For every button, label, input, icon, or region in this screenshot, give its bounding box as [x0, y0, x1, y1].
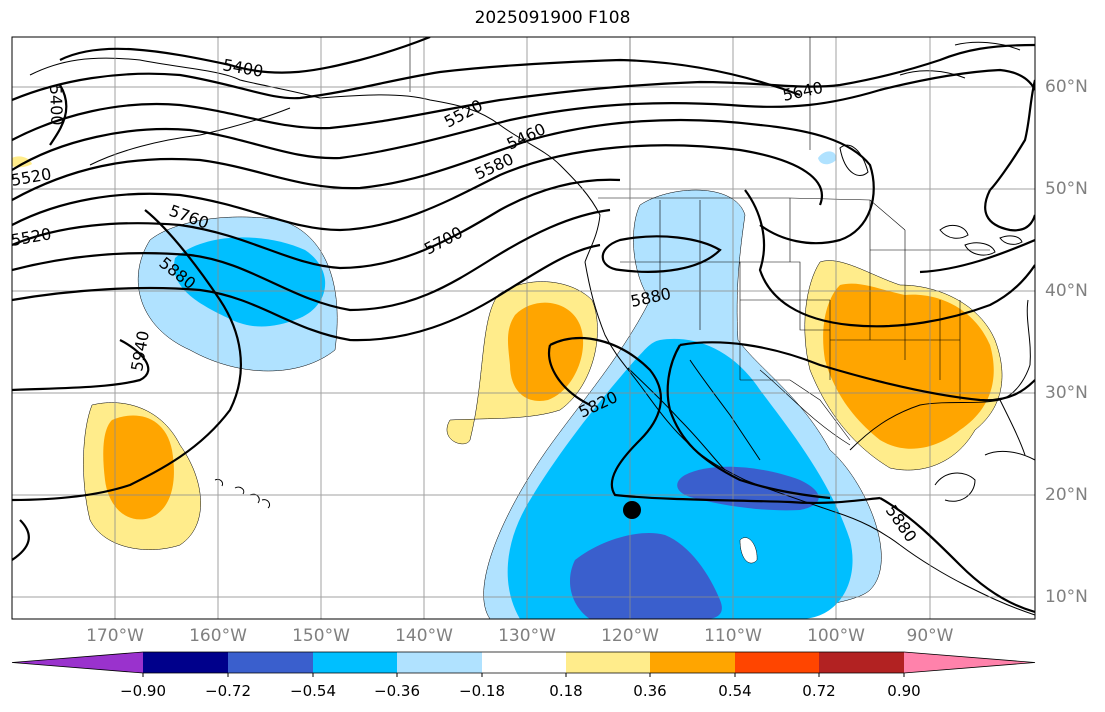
lon-label: 90°W [906, 626, 954, 646]
lon-label: 100°W [807, 626, 865, 646]
political-borders [409, 37, 990, 446]
colorbar [11, 651, 1036, 677]
lat-label: 50°N [1045, 179, 1088, 199]
lat-label: 40°N [1045, 281, 1088, 301]
colorbar-segment [228, 652, 313, 673]
colorbar-tick-label: −0.36 [374, 682, 420, 700]
lon-label: 150°W [292, 626, 350, 646]
lat-label: 20°N [1045, 485, 1088, 505]
colorbar-segment [12, 652, 143, 673]
lat-label: 10°N [1045, 587, 1088, 607]
map-title: 2025091900 F108 [474, 8, 631, 28]
colorbar-tick-label: 0.36 [633, 682, 667, 700]
lat-label: 30°N [1045, 383, 1088, 403]
colorbar-tick-label: 0.90 [887, 682, 921, 700]
lon-label: 170°W [86, 626, 144, 646]
location-marker [623, 501, 641, 519]
height-contours [12, 37, 1035, 614]
colorbar-segment [819, 652, 904, 673]
colorbar-segment [397, 652, 482, 673]
colorbar-tick-label: 0.18 [549, 682, 583, 700]
colorbar-segment [566, 652, 650, 673]
anomaly-region-orange [103, 415, 174, 520]
colorbar-tick-label: −0.18 [459, 682, 505, 700]
colorbar-tick-label: −0.90 [120, 682, 166, 700]
lon-label: 110°W [704, 626, 762, 646]
colorbar-segment [482, 652, 566, 673]
colorbar-segment [735, 652, 819, 673]
colorbar-tick-label: 0.72 [802, 682, 836, 700]
lon-label: 140°W [395, 626, 453, 646]
anomaly-region-light-blue [818, 151, 837, 165]
colorbar-segment [143, 652, 228, 673]
anomaly-region-white [739, 537, 758, 564]
colorbar-tick-label: 0.54 [718, 682, 752, 700]
colorbar-tick-label: −0.72 [205, 682, 251, 700]
colorbar-segment [904, 652, 1035, 673]
colorbar-segment [313, 652, 397, 673]
lon-label: 120°W [601, 626, 659, 646]
map-frame [11, 36, 1036, 620]
contour-label: 5400 [46, 84, 66, 125]
lon-label: 160°W [189, 626, 247, 646]
anomaly-region-orange [823, 283, 994, 449]
colorbar-segment [650, 652, 735, 673]
lat-label: 60°N [1045, 77, 1088, 97]
anomaly-region-yellow [12, 156, 32, 168]
colorbar-tick-label: −0.54 [290, 682, 336, 700]
lon-label: 130°W [498, 626, 556, 646]
coastlines [29, 41, 1035, 616]
